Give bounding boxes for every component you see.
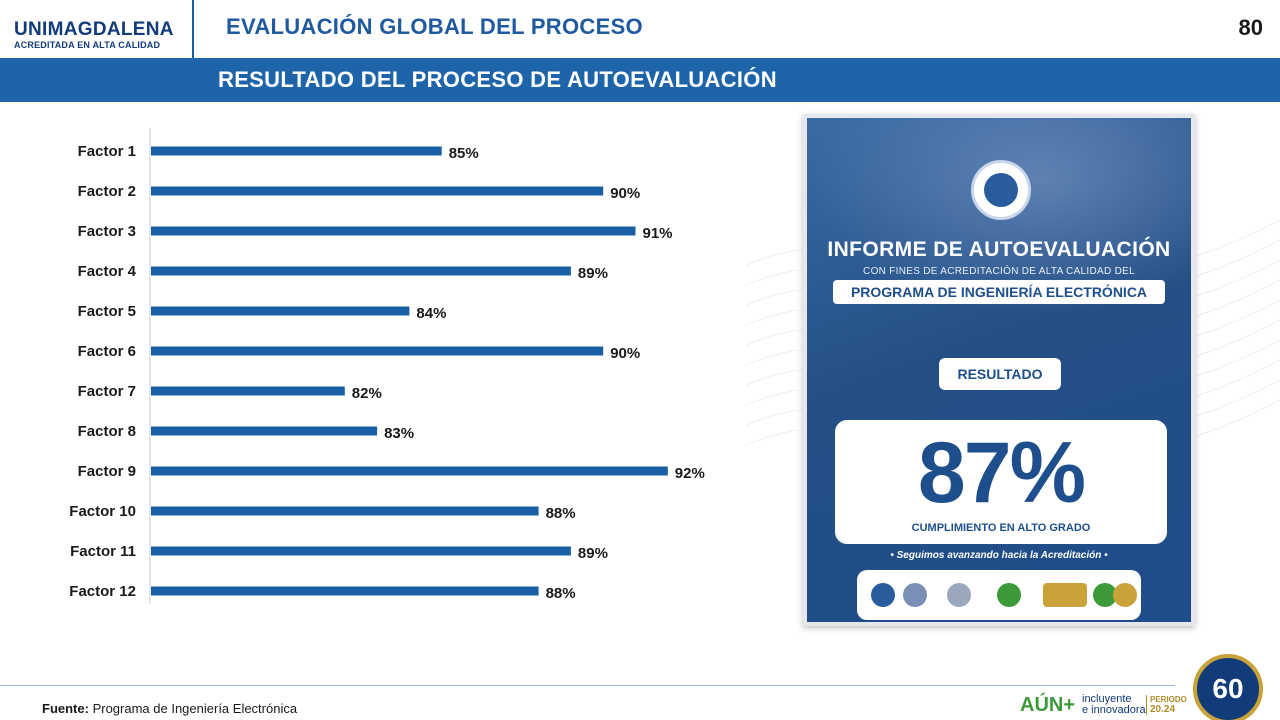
category-label: Factor 1: [78, 143, 136, 160]
page-title: EVALUACIÓN GLOBAL DEL PROCESO: [226, 14, 643, 40]
data-label: 84%: [416, 305, 446, 322]
poster-program: PROGRAMA DE INGENIERÍA ELECTRÓNICA: [833, 280, 1165, 304]
data-label: 90%: [610, 345, 640, 362]
poster-result-value: 87%: [835, 426, 1167, 520]
subtitle-bar: RESULTADO DEL PROCESO DE AUTOEVALUACIÓN: [0, 58, 1280, 102]
poster-result-card: 87% CUMPLIMIENTO EN ALTO GRADO: [835, 420, 1167, 544]
accreditation-logo-icon: [871, 583, 895, 607]
category-label: Factor 10: [69, 503, 136, 520]
aun-logo: AÚN+: [1020, 694, 1075, 717]
bar: [151, 507, 539, 516]
bar: [151, 307, 409, 316]
category-label: Factor 6: [78, 343, 136, 360]
bar: [151, 547, 571, 556]
category-label: Factor 12: [69, 583, 136, 600]
periodo-value: 20.24: [1150, 704, 1175, 715]
section-subtitle: RESULTADO DEL PROCESO DE AUTOEVALUACIÓN: [218, 67, 777, 93]
category-label: Factor 5: [78, 303, 136, 320]
bar: [151, 267, 571, 276]
anniversary-logo-icon: [1113, 583, 1137, 607]
bar: [151, 387, 345, 396]
data-label: 89%: [578, 265, 608, 282]
poster-subtitle: CON FINES DE ACREDITACIÓN DE ALTA CALIDA…: [807, 266, 1191, 277]
footer-source: Fuente: Programa de Ingeniería Electróni…: [42, 701, 297, 716]
bar: [151, 587, 539, 596]
bar: [151, 227, 636, 236]
stars-rating-icon: [1043, 583, 1087, 607]
poster-title: INFORME DE AUTOEVALUACIÓN: [807, 238, 1191, 262]
logo-tagline: ACREDITADA EN ALTA CALIDAD: [14, 40, 184, 50]
category-label: Factor 2: [78, 183, 136, 200]
category-label: Factor 7: [78, 383, 136, 400]
category-label: Factor 3: [78, 223, 136, 240]
slide-number: 80: [1239, 15, 1263, 41]
category-label: Factor 9: [78, 463, 136, 480]
poster-result-label: RESULTADO: [939, 358, 1061, 390]
poster-accreditation-logos: [857, 570, 1141, 620]
category-label: Factor 8: [78, 423, 136, 440]
category-label: Factor 4: [78, 263, 137, 280]
poster-result-caption: CUMPLIMIENTO EN ALTO GRADO: [835, 522, 1167, 534]
periodo-badge: PERIODO 20.24: [1146, 695, 1187, 715]
logo-name: UNIMAGDALENA: [14, 20, 184, 40]
bar: [151, 427, 377, 436]
source-text: Programa de Ingeniería Electrónica: [93, 701, 298, 716]
report-poster: INFORME DE AUTOEVALUACIÓN CON FINES DE A…: [803, 114, 1195, 626]
data-label: 82%: [352, 385, 382, 402]
aun-slogan-line2: e innovadora: [1082, 704, 1146, 716]
data-label: 88%: [546, 505, 576, 522]
factor-results-chart: Factor 1 85% Factor 2 90% Factor 3 91% Factor …: [55, 120, 745, 625]
source-label: Fuente:: [42, 701, 89, 716]
header-divider: [192, 0, 194, 58]
aun-slogan: incluyente e innovadora: [1082, 694, 1146, 716]
accreditation-logo-icon: [947, 583, 971, 607]
bar: [151, 347, 603, 356]
periodo-label: PERIODO: [1150, 695, 1187, 704]
accreditation-logo-icon: [903, 583, 927, 607]
bar: [151, 187, 603, 196]
check-badge-icon: [997, 583, 1021, 607]
data-label: 90%: [610, 185, 640, 202]
data-label: 91%: [643, 225, 673, 242]
data-label: 83%: [384, 425, 414, 442]
data-label: 88%: [546, 585, 576, 602]
data-label: 89%: [578, 545, 608, 562]
data-label: 92%: [675, 465, 705, 482]
bar: [151, 467, 668, 476]
university-logo: UNIMAGDALENA ACREDITADA EN ALTA CALIDAD: [14, 20, 184, 50]
category-label: Factor 11: [70, 543, 136, 560]
data-label: 85%: [449, 145, 479, 162]
header: UNIMAGDALENA ACREDITADA EN ALTA CALIDAD …: [0, 0, 1280, 58]
poster-tagline: • Seguimos avanzando hacia la Acreditaci…: [807, 550, 1191, 561]
university-seal-icon: [971, 160, 1031, 220]
anniversary-number: 60: [1197, 658, 1259, 720]
bar: [151, 147, 442, 156]
anniversary-badge-icon: 60: [1193, 654, 1263, 720]
footer-divider: [0, 685, 1175, 686]
bar-chart-svg: Factor 1 85% Factor 2 90% Factor 3 91% Factor …: [55, 120, 745, 625]
